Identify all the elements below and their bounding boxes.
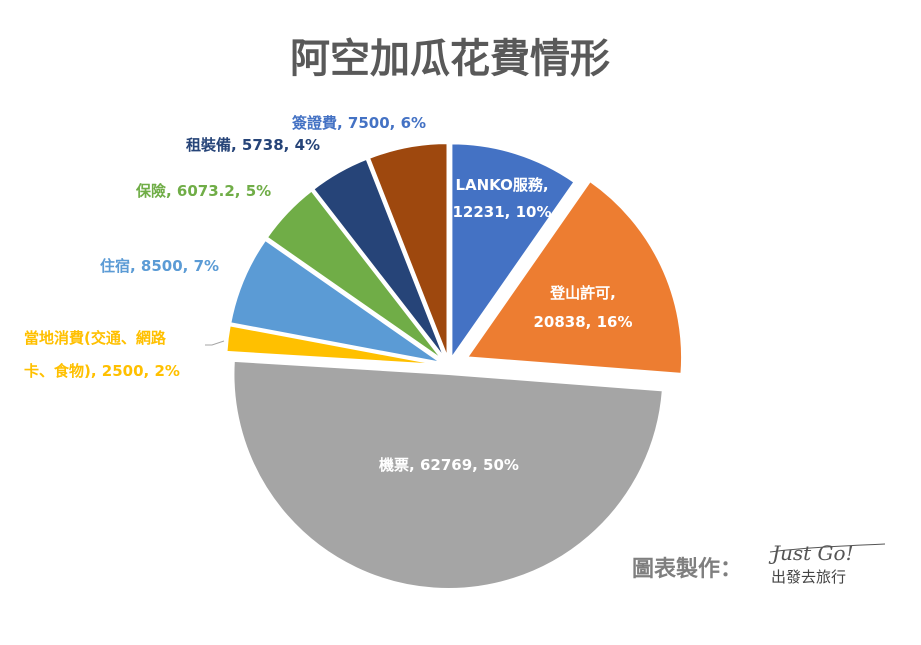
- slice-label-value: 7500, 6%: [343, 114, 426, 132]
- brand-swash: [769, 543, 886, 553]
- slice-label-4: 當地消費(交通、網路卡、食物), 2500, 2%: [24, 329, 180, 380]
- credit-block: 圖表製作： Just Go! 出發去旅行: [632, 541, 886, 586]
- pie-slices: [225, 142, 684, 590]
- slice-label-name: 保險,: [135, 182, 172, 200]
- slice-label-2: 登山許可, 20838, 16%: [533, 284, 632, 331]
- slice-label-3: 機票, 62769, 50%: [379, 456, 519, 474]
- slice-label-value: 20838, 16%: [533, 313, 632, 331]
- pie-slice-8: [367, 142, 449, 359]
- pie-slice-2: [465, 179, 684, 375]
- slice-label-name: LANKO服務,: [455, 176, 548, 194]
- pie-slice-3: [232, 359, 664, 590]
- slice-label-value: 62769, 50%: [415, 456, 519, 474]
- slice-label-name: 當地消費(交通、網路: [24, 329, 167, 347]
- slice-label-6: 保險, 6073.2, 5%: [135, 182, 271, 200]
- pie-slice-6: [265, 189, 444, 362]
- leader-line: [205, 340, 225, 346]
- slice-label-value: 12231, 10%: [452, 203, 551, 221]
- slice-labels: LANKO服務, 12231, 10% 登山許可, 20838, 16% 機票, 627…: [24, 114, 633, 474]
- brand-name: 出發去旅行: [771, 568, 846, 586]
- brand-script-logo: Just Go!: [768, 541, 854, 565]
- pie-slice-1: [450, 142, 576, 362]
- slice-label-name: 簽證費,: [292, 114, 343, 132]
- slice-label-name: 機票,: [379, 456, 415, 474]
- chart-title: 阿空加瓜花費情形: [290, 36, 610, 82]
- slice-label-8: 簽證費, 7500, 6%: [292, 114, 426, 132]
- slice-label-1: LANKO服務, 12231, 10%: [452, 176, 551, 221]
- credit-label: 圖表製作：: [632, 556, 742, 582]
- slice-label-value: 6073.2, 5%: [172, 182, 272, 200]
- slice-label-value: 卡、食物), 2500, 2%: [24, 362, 180, 380]
- slice-label-5: 住宿, 8500, 7%: [100, 257, 219, 275]
- pie-slice-7: [311, 157, 446, 360]
- pie-slice-5: [229, 238, 443, 364]
- slice-label-name: 登山許可,: [549, 284, 616, 302]
- slice-label-name: 住宿,: [100, 257, 136, 275]
- slice-label-7: 租裝備, 5738, 4%: [186, 136, 320, 154]
- slice-label-name: 租裝備,: [186, 136, 237, 154]
- slice-label-value: 8500, 7%: [136, 257, 219, 275]
- slice-label-value: 5738, 4%: [237, 136, 320, 154]
- pie-slice-4: [225, 324, 442, 367]
